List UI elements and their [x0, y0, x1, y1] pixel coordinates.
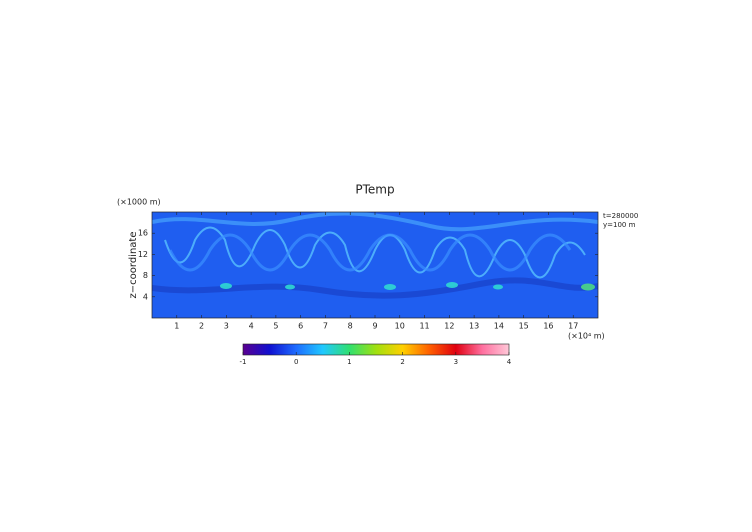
x-tick-label: 9 — [372, 322, 377, 331]
colorbar-tick-label: 0 — [294, 358, 298, 366]
x-tick-label: 15 — [519, 322, 529, 331]
x-tick-label: 6 — [298, 322, 303, 331]
y-unit: (×1000 m) — [117, 198, 161, 207]
field-feature — [168, 233, 572, 272]
colorbar-tick-label: -1 — [240, 358, 247, 366]
y-tick-label: 12 — [138, 250, 148, 259]
x-tick-label: 17 — [568, 322, 578, 331]
y-axis-label: z−coordinate — [128, 232, 139, 299]
field — [152, 212, 598, 318]
colorbar — [242, 343, 510, 356]
x-tick-label: 14 — [494, 322, 504, 331]
y-tick-label: 4 — [143, 292, 148, 301]
x-tick-label: 11 — [419, 322, 429, 331]
field-feature — [152, 277, 598, 299]
x-tick-label: 7 — [323, 322, 328, 331]
field-blobs — [220, 282, 595, 291]
x-tick-label: 3 — [224, 322, 229, 331]
x-tick-label: 8 — [348, 322, 353, 331]
colorbar-tick-label: 4 — [507, 358, 512, 366]
x-tick-label: 12 — [444, 322, 454, 331]
colorbar-tick-label: 2 — [400, 358, 404, 366]
field-background — [152, 212, 598, 318]
x-tick-label: 5 — [273, 322, 278, 331]
chart-title: PTemp — [355, 183, 394, 197]
x-tick-label: 4 — [249, 322, 254, 331]
colorbar-tick-label: 3 — [454, 358, 458, 366]
y-tick-label: 16 — [138, 229, 148, 238]
x-tick-label: 16 — [543, 322, 553, 331]
x-tick-label: 1 — [174, 322, 179, 331]
annotation: t=280000 — [603, 212, 638, 220]
y-tick-label: 8 — [143, 271, 148, 280]
field-feature — [164, 226, 586, 279]
x-unit: (×10⁴ m) — [568, 332, 605, 341]
x-tick-label: 10 — [395, 322, 405, 331]
field-feature — [152, 212, 598, 232]
annotation: y=100 m — [603, 221, 636, 229]
colorbar-tick-label: 1 — [347, 358, 351, 366]
x-tick-label: 2 — [199, 322, 204, 331]
x-tick-label: 13 — [469, 322, 479, 331]
